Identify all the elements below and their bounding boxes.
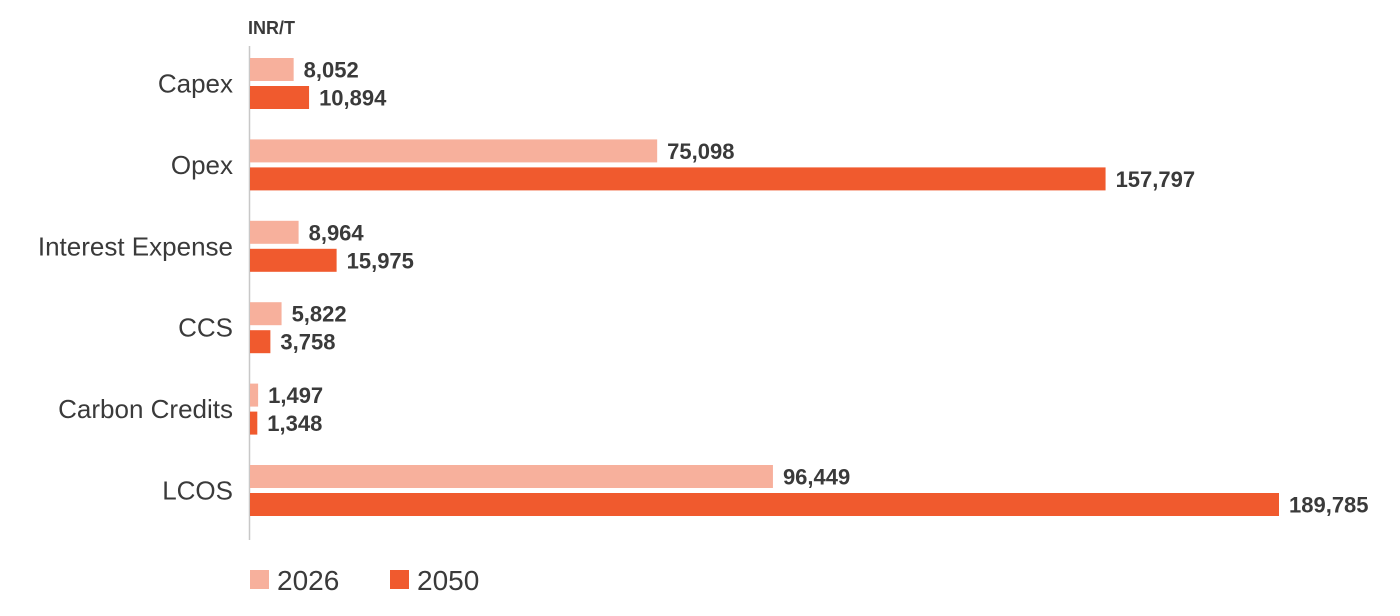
bar-lcos-2050	[250, 493, 1279, 516]
value-label-ccs-2026: 5,822	[292, 302, 347, 327]
value-label-ccs-2050: 3,758	[280, 330, 335, 355]
axis-unit-label: INR/T	[248, 18, 295, 38]
value-label-lcos-2050: 189,785	[1289, 493, 1369, 518]
bar-interest-expense-2026	[250, 220, 299, 244]
bar-carbon-credits-2050	[250, 411, 258, 435]
bar-opex-2026	[250, 139, 658, 163]
value-label-carbon-credits-2050: 1,348	[267, 411, 322, 436]
bar-capex-2050	[250, 86, 310, 109]
category-label-ccs: CCS	[178, 313, 233, 343]
legend: 2026 2050	[250, 565, 479, 596]
bar-lcos-2026	[250, 465, 773, 488]
category-label-carbon-credits: Carbon Credits	[58, 394, 233, 424]
value-label-capex-2026: 8,052	[304, 58, 359, 83]
category-label-interest-expense: Interest Expense	[38, 231, 233, 261]
labels-group: Capex 8,052 10,894 Opex 75,098 157,797 Interes…	[38, 58, 1369, 518]
category-label-capex: Capex	[158, 69, 233, 99]
value-label-interest-expense-2026: 8,964	[309, 220, 365, 245]
bar-ccs-2050	[250, 330, 271, 354]
bars-group	[250, 58, 1279, 516]
bar-opex-2050	[250, 167, 1106, 191]
legend-swatch-2050	[390, 570, 409, 589]
value-label-carbon-credits-2026: 1,497	[268, 383, 323, 408]
legend-swatch-2026	[250, 570, 269, 589]
category-label-opex: Opex	[171, 150, 233, 180]
value-label-capex-2050: 10,894	[319, 86, 387, 111]
bar-capex-2026	[250, 58, 294, 81]
legend-label-2050: 2050	[417, 565, 479, 596]
value-label-opex-2026: 75,098	[667, 139, 734, 164]
value-label-interest-expense-2050: 15,975	[347, 248, 414, 273]
category-label-lcos: LCOS	[162, 476, 233, 506]
legend-label-2026: 2026	[277, 565, 339, 596]
value-label-lcos-2026: 96,449	[783, 465, 850, 490]
value-label-opex-2050: 157,797	[1116, 167, 1196, 192]
bar-carbon-credits-2026	[250, 383, 259, 407]
bar-ccs-2026	[250, 302, 282, 326]
bar-interest-expense-2050	[250, 248, 337, 272]
